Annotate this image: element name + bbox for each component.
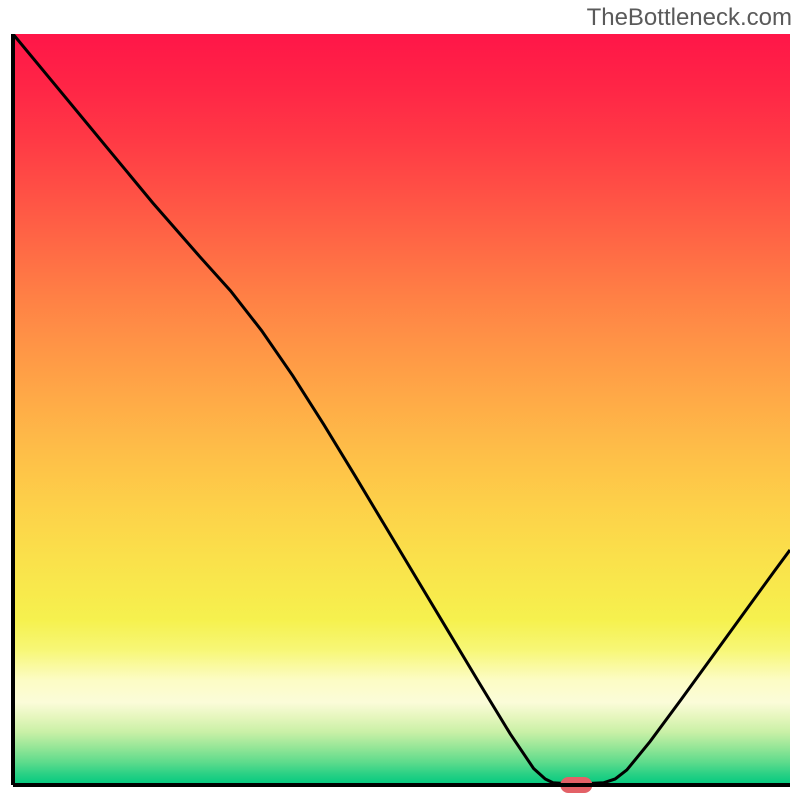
- gradient-background: [13, 34, 790, 785]
- bottleneck-chart: [0, 0, 800, 800]
- watermark-text: TheBottleneck.com: [587, 4, 792, 32]
